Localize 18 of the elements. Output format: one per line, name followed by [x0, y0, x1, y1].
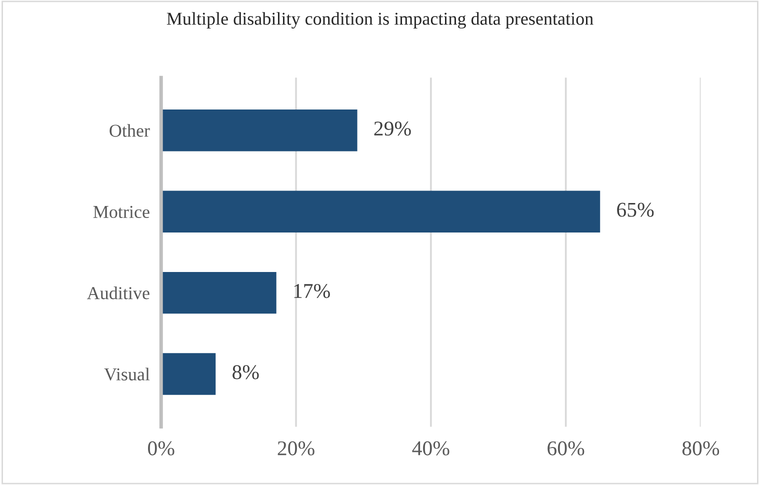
- y-tick-label: Other: [110, 124, 150, 137]
- x-tick-label: 60%: [548, 441, 584, 456]
- bar: [161, 110, 358, 152]
- bar: [161, 353, 216, 395]
- bar: [161, 190, 600, 232]
- x-tick-label: 0%: [148, 441, 174, 456]
- x-tick-label: 20%: [278, 441, 314, 456]
- data-label: 29%: [374, 122, 411, 136]
- y-tick-label: Motrice: [93, 206, 150, 218]
- data-label: 17%: [294, 284, 330, 298]
- y-tick-label: Auditive: [87, 286, 150, 300]
- y-tick-label: Visual: [104, 368, 150, 381]
- data-label: 8%: [232, 365, 259, 380]
- x-tick-label: 80%: [682, 441, 720, 456]
- chart-title: Multiple disability condition is impacting data presentation: [166, 12, 594, 29]
- data-label: 65%: [617, 202, 654, 217]
- bar: [161, 272, 276, 314]
- x-tick-label: 40%: [412, 441, 450, 456]
